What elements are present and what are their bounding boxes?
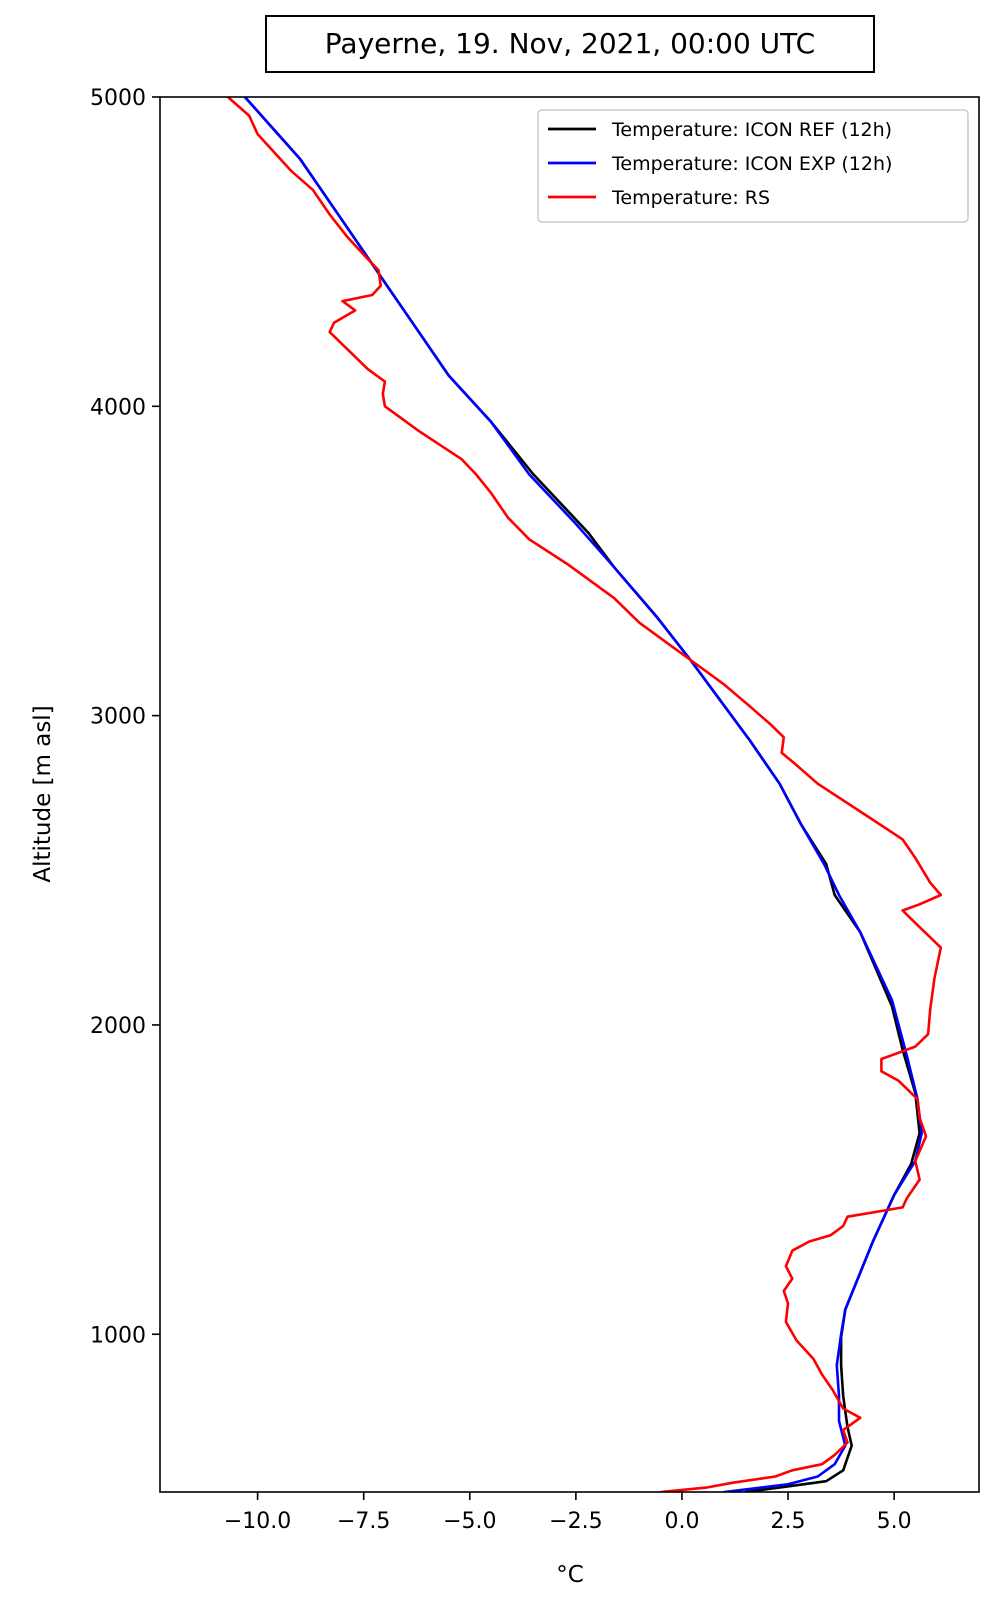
series-line-3 <box>226 97 943 1492</box>
y-tick-label: 1000 <box>90 1323 146 1348</box>
legend: Temperature: ICON REF (12h) Temperature: … <box>537 109 969 223</box>
x-axis-label: °C <box>556 1562 584 1588</box>
plot-area <box>160 97 979 1492</box>
x-tick-label: −5.0 <box>443 1509 496 1534</box>
plot-frame <box>159 96 980 1493</box>
y-tick-label: 5000 <box>90 86 146 111</box>
legend-box <box>537 109 969 223</box>
y-tick-label: 2000 <box>90 1014 146 1039</box>
x-tick-label: 2.5 <box>771 1509 806 1534</box>
y-axis-label: Altitude [m asl] <box>30 705 56 882</box>
y-axis-ticks: 1000 2000 3000 4000 5000 <box>90 86 160 1348</box>
series-lines <box>226 97 943 1492</box>
chart-title-box <box>265 15 875 73</box>
x-tick-label: −7.5 <box>337 1509 390 1534</box>
x-axis-ticks: −10.0 −7.5 −5.0 −2.5 0.0 2.5 5.0 <box>224 1492 912 1534</box>
x-tick-label: 0.0 <box>664 1509 699 1534</box>
x-tick-label: −2.5 <box>549 1509 602 1534</box>
legend-label-1: Temperature: ICON REF (12h) <box>611 119 892 141</box>
legend-label-3: Temperature: RS <box>611 187 770 209</box>
y-tick-label: 4000 <box>90 395 146 420</box>
y-tick-label: 3000 <box>90 705 146 730</box>
x-tick-label: −10.0 <box>224 1509 291 1534</box>
chart-title-text: Payerne, 19. Nov, 2021, 00:00 UTC <box>325 27 815 60</box>
legend-label-2: Temperature: ICON EXP (12h) <box>611 153 892 175</box>
x-tick-label: 5.0 <box>877 1509 912 1534</box>
chart-title: Payerne, 19. Nov, 2021, 00:00 UTC <box>265 15 875 73</box>
